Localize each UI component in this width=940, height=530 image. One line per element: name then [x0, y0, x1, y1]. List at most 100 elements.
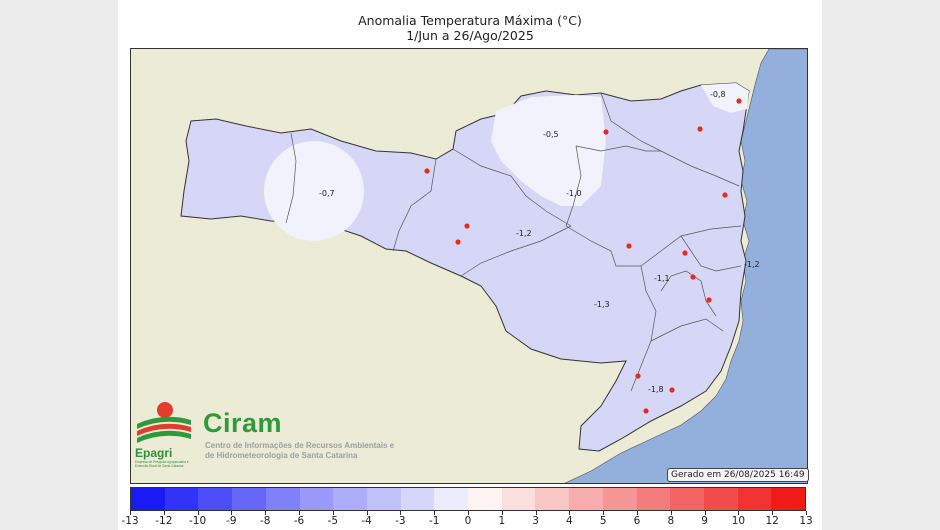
- color-scale-tick-label: -10: [189, 515, 207, 527]
- color-scale-cell: [164, 488, 199, 510]
- station-marker: [424, 168, 430, 174]
- isoline-label: -0,5: [543, 130, 559, 139]
- isoline-label: -1,0: [566, 189, 582, 198]
- color-scale-tick-mark: [265, 511, 267, 515]
- color-scale-tick-label: -12: [155, 515, 173, 527]
- color-scale-cell: [434, 488, 469, 510]
- color-scale-cell: [333, 488, 367, 510]
- station-marker: [635, 373, 641, 379]
- station-marker: [697, 126, 703, 132]
- ciram-wordmark: Ciram: [203, 408, 283, 438]
- color-scale-tick-mark: [806, 511, 807, 515]
- isoline-labels: -0,8 -0,5 -0,7 -1,0 -1,2 -1,1 -1,2 -1,3 …: [319, 90, 760, 394]
- color-scale-tick-mark: [366, 511, 368, 515]
- color-scale-tick-label: -5: [327, 515, 339, 527]
- color-scale-tick-label: 5: [599, 515, 607, 527]
- anomaly-zone-north: [491, 95, 606, 206]
- color-scale-tick-mark: [772, 511, 774, 515]
- epagri-wordmark: Epagri: [135, 446, 173, 460]
- color-scale-tick-label: -13: [121, 515, 139, 527]
- isoline-label: -1,8: [648, 385, 664, 394]
- color-scale-cell: [366, 488, 401, 510]
- color-scale-tick-label: -3: [395, 515, 406, 527]
- station-marker: [669, 387, 675, 393]
- station-marker: [690, 274, 696, 280]
- color-scale-tick-mark: [400, 511, 402, 515]
- color-scale-tick-label: -1: [428, 515, 440, 527]
- color-scale-cell: [232, 488, 266, 510]
- color-scale-tick-label: -8: [259, 515, 271, 527]
- color-scale-tick-mark: [501, 511, 503, 515]
- color-scale-tick-label: -9: [226, 515, 237, 527]
- color-scale-tick-label: 1: [498, 515, 506, 527]
- color-scale-tick-label: 12: [765, 515, 779, 527]
- ciram-subtitle: Centro de Informações de Recursos Ambien…: [205, 441, 395, 460]
- santa-catarina-map: -0,8 -0,5 -0,7 -1,0 -1,2 -1,1 -1,2 -1,3 …: [131, 49, 807, 483]
- region-boundaries: [285, 92, 742, 392]
- color-scale-cell: [670, 488, 704, 510]
- isoline-label: -1,1: [654, 274, 670, 283]
- station-marker: [643, 408, 649, 414]
- isoline-label: -0,7: [319, 189, 335, 198]
- color-scale-tick-label: 4: [566, 515, 573, 527]
- color-scale-tick-mark: [468, 511, 469, 515]
- map-frame: -0,8 -0,5 -0,7 -1,0 -1,2 -1,1 -1,2 -1,3 …: [130, 48, 808, 484]
- station-marker: [603, 129, 609, 135]
- color-scale-tick-label: 8: [667, 515, 675, 527]
- color-scale-tick-label: 3: [532, 515, 539, 527]
- color-scale-tick-mark: [704, 511, 706, 515]
- color-scale-tick-mark: [163, 511, 165, 515]
- color-scale-tick-mark: [738, 511, 740, 515]
- station-marker: [736, 98, 742, 104]
- color-scale-cell: [535, 488, 570, 510]
- color-scale-tick-mark: [670, 511, 672, 515]
- station-marker: [464, 223, 470, 229]
- color-scale-cell: [501, 488, 536, 510]
- color-scale-tick-label: 9: [701, 515, 708, 527]
- color-scale-bar: [130, 487, 806, 511]
- color-scale-tick-mark: [603, 511, 605, 515]
- generated-timestamp: Gerado em 26/08/2025 16:49: [667, 468, 809, 482]
- epagri-subtitle: Empresa de Pesquisa Agropecuária e Exten…: [135, 460, 189, 468]
- color-scale-tick-mark: [197, 511, 199, 515]
- color-scale-tick-mark: [434, 511, 436, 515]
- color-scale-tick-label: 0: [464, 515, 472, 527]
- anomaly-zone-northeast: [701, 83, 749, 113]
- color-scale-cell: [569, 488, 603, 510]
- color-scale-cell: [771, 488, 806, 510]
- epagri-emblem-icon: [137, 402, 191, 443]
- color-scale-cell: [131, 488, 165, 510]
- color-scale-ticks: -13 -12 -10 -9 -8 -6 -5 -4 -3 -1 0 1 3 4 5 6 8 9 10 12 13: [121, 511, 813, 530]
- weather-stations: [424, 98, 742, 414]
- map-period: 1/Jun a 26/Ago/2025: [406, 28, 534, 43]
- color-scale-tick-label: 10: [731, 515, 746, 527]
- anomaly-zone-west: [264, 141, 364, 241]
- color-scale-cell: [265, 488, 300, 510]
- isoline-label: -1,2: [516, 229, 532, 238]
- color-scale-tick-mark: [535, 511, 537, 515]
- color-scale-cell: [198, 488, 233, 510]
- color-scale-cell: [299, 488, 334, 510]
- color-scale-cell: [602, 488, 637, 510]
- station-marker: [706, 297, 712, 303]
- color-scale-tick-mark: [332, 511, 334, 515]
- color-scale-tick-mark: [637, 511, 638, 515]
- color-scale-cell: [468, 488, 502, 510]
- isoline-label: -1,3: [594, 300, 610, 309]
- color-scale-tick-mark: [130, 511, 131, 515]
- color-scale-tick-mark: [231, 511, 233, 515]
- ciram-epagri-logo: Epagri Empresa de Pesquisa Agropecuária …: [133, 400, 395, 476]
- color-scale-tick-mark: [569, 511, 571, 515]
- map-title: Anomalia Temperatura Máxima (°C): [358, 13, 582, 28]
- color-scale-cell: [636, 488, 671, 510]
- station-marker: [682, 250, 688, 256]
- isoline-label: -1,2: [744, 260, 760, 269]
- color-scale-tick-label: 6: [633, 515, 641, 527]
- color-scale-cell: [400, 488, 435, 510]
- color-scale-tick-mark: [299, 511, 300, 515]
- color-scale-tick-label: -6: [293, 515, 305, 527]
- color-scale-tick-label: -4: [361, 515, 372, 527]
- isoline-label: -0,8: [710, 90, 726, 99]
- station-marker: [626, 243, 632, 249]
- station-marker: [455, 239, 461, 245]
